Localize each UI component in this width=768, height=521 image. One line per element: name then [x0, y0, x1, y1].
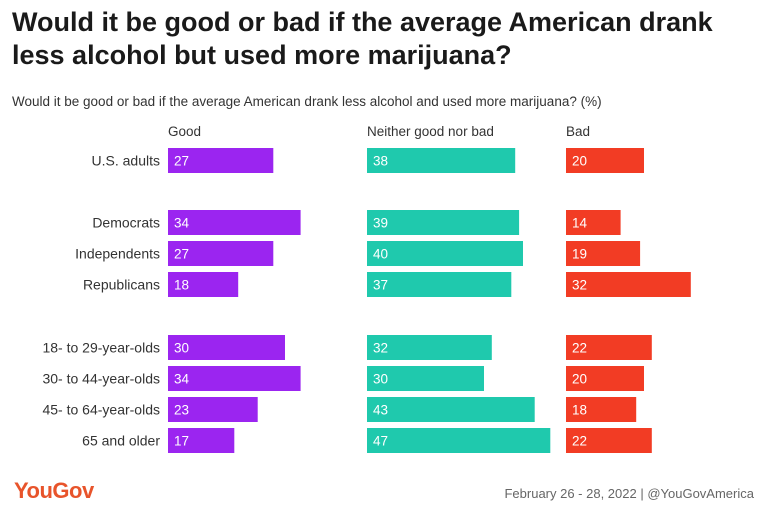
data-label-bad: 32: [572, 278, 587, 293]
data-label-bad: 18: [572, 403, 587, 418]
bar-neither: [367, 241, 523, 266]
data-label-bad: 22: [572, 341, 587, 356]
data-label-good: 18: [174, 278, 189, 293]
bar-bad: [566, 397, 637, 422]
bar-bad: [566, 148, 644, 173]
bar-neither: [367, 148, 516, 173]
bar-bad: [566, 366, 644, 391]
data-label-neither: 38: [373, 154, 388, 169]
data-label-neither: 47: [373, 434, 388, 449]
data-label-neither: 40: [373, 247, 388, 262]
chart-subtitle: Would it be good or bad if the average A…: [12, 94, 602, 109]
bar-bad: [566, 241, 641, 266]
category-label: 45- to 64-year-olds: [42, 402, 160, 418]
bar-bad: [566, 272, 691, 297]
category-label: 18- to 29-year-olds: [42, 340, 160, 356]
data-label-good: 17: [174, 434, 189, 449]
footer-source: February 26 - 28, 2022 | @YouGovAmerica: [504, 486, 754, 501]
bar-good: [168, 397, 258, 422]
bar-neither: [367, 397, 535, 422]
data-label-good: 30: [174, 341, 189, 356]
bar-neither: [367, 272, 512, 297]
data-label-bad: 22: [572, 434, 587, 449]
data-label-good: 27: [174, 247, 189, 262]
data-label-good: 27: [174, 154, 189, 169]
bar-bad: [566, 335, 652, 360]
bar-bad: [566, 210, 621, 235]
category-label: 65 and older: [82, 433, 160, 449]
data-label-good: 34: [174, 372, 190, 387]
bar-neither: [367, 335, 492, 360]
data-label-neither: 39: [373, 216, 388, 231]
category-label: Independents: [75, 246, 160, 262]
category-label: U.S. adults: [92, 153, 160, 169]
yougov-logo: YouGov: [14, 478, 94, 503]
bar-good: [168, 210, 301, 235]
data-label-bad: 19: [572, 247, 587, 262]
bar-good: [168, 241, 274, 266]
bar-good: [168, 148, 274, 173]
bar-bad: [566, 428, 652, 453]
data-label-neither: 43: [373, 403, 388, 418]
data-label-neither: 37: [373, 278, 388, 293]
category-label: Democrats: [92, 215, 160, 231]
data-label-bad: 20: [572, 154, 587, 169]
category-label: Republicans: [83, 277, 160, 293]
category-label: 30- to 44-year-olds: [42, 371, 160, 387]
data-label-bad: 20: [572, 372, 587, 387]
series-header-bad: Bad: [566, 124, 591, 139]
bar-good: [168, 366, 301, 391]
bar-good: [168, 272, 239, 297]
chart-title: Would it be good or bad if the average A…: [12, 7, 713, 70]
data-label-good: 34: [174, 216, 190, 231]
data-label-good: 23: [174, 403, 189, 418]
series-header-neither: Neither good nor bad: [367, 124, 494, 139]
bar-neither: [367, 428, 551, 453]
data-label-bad: 14: [572, 216, 588, 231]
bar-good: [168, 335, 285, 360]
bar-neither: [367, 210, 520, 235]
bar-neither: [367, 366, 484, 391]
grouped-bar-chart: U.S. adults 27 38 20 Democrats 34 39 14 Independ…: [42, 148, 691, 453]
bar-good: [168, 428, 235, 453]
data-label-neither: 32: [373, 341, 388, 356]
data-label-neither: 30: [373, 372, 388, 387]
series-header-good: Good: [168, 124, 202, 139]
